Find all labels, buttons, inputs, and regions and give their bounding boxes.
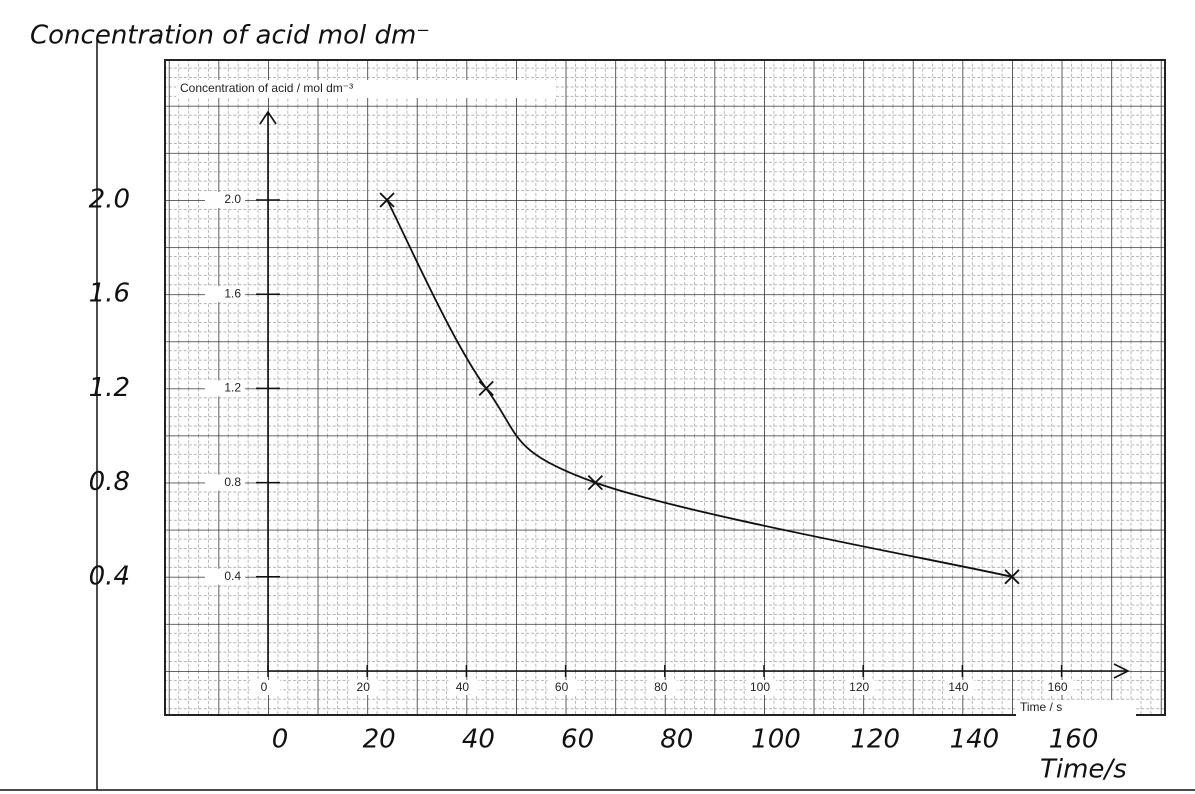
- paper-label-bg: [646, 680, 677, 695]
- paper-label-bg: [250, 680, 280, 695]
- x-axis-label: Time/s: [1040, 755, 1127, 785]
- x-tick-label: 0: [272, 725, 289, 755]
- paper-label-bg: [205, 192, 245, 208]
- x-tick-label: 100: [751, 725, 801, 755]
- paper-y-tick-label: 0.8: [224, 475, 241, 489]
- paper-label-bg: [448, 680, 479, 695]
- paper-x-tick-label: 140: [948, 680, 968, 694]
- x-tick-label: 20: [363, 725, 396, 755]
- x-tick-label: 160: [1049, 725, 1099, 755]
- y-tick-label: 1.6: [89, 279, 130, 309]
- paper-label-bg: [205, 286, 245, 303]
- y-tick-label: 2.0: [89, 185, 130, 215]
- paper-label-bg: [1016, 700, 1136, 716]
- paper-label-bg: [944, 680, 975, 695]
- paper-label-bg: [547, 680, 578, 695]
- curve: [386, 199, 1013, 578]
- chart-title: Concentration of acid mol dm⁻: [30, 21, 430, 51]
- graph-paper: [164, 59, 1166, 716]
- y-tick-label: 1.2: [89, 373, 130, 403]
- y-tick-label: 0.8: [89, 467, 130, 497]
- paper-y-tick-label: 2.0: [224, 192, 241, 206]
- paper-x-tick-label: 120: [849, 680, 869, 694]
- paper-label-bg: [176, 80, 556, 98]
- paper-title: Concentration of acid / mol dm⁻³: [180, 81, 353, 95]
- point-marker: [478, 380, 494, 397]
- paper-x-tick-label: 80: [654, 680, 668, 694]
- x-tick-label: 40: [462, 725, 495, 755]
- x-tick-label: 140: [950, 725, 1000, 755]
- y-tick-label: 0.4: [89, 561, 130, 591]
- paper-label-bg: [845, 680, 876, 695]
- paper-label-bg: [1043, 680, 1074, 695]
- paper-x-tick-label: 60: [555, 680, 569, 694]
- paper-x-tick-label: 100: [750, 680, 770, 694]
- x-tick-label: 60: [561, 725, 594, 755]
- paper-label-bg: [746, 680, 776, 695]
- paper-label-bg: [205, 380, 245, 397]
- paper-y-tick-label: 1.6: [224, 286, 241, 300]
- point-marker: [587, 474, 603, 491]
- x-tick-label: 80: [660, 725, 693, 755]
- paper-x-tick-label: 160: [1048, 680, 1068, 694]
- paper-x-label: Time / s: [1020, 700, 1062, 714]
- paper-x-tick-label: 40: [456, 680, 470, 694]
- inner-axes: [259, 110, 1130, 679]
- paper-x-tick-label: 0: [261, 680, 268, 694]
- paper-x-tick-label: 20: [357, 680, 371, 694]
- paper-label-bg: [205, 568, 245, 585]
- paper-label-bg: [205, 474, 245, 491]
- point-marker: [379, 192, 395, 208]
- x-tick-label: 120: [850, 725, 900, 755]
- paper-y-tick-label: 1.2: [224, 381, 241, 395]
- paper-label-bg: [349, 680, 380, 695]
- paper-y-tick-label: 0.4: [224, 569, 241, 583]
- point-marker: [1004, 569, 1020, 585]
